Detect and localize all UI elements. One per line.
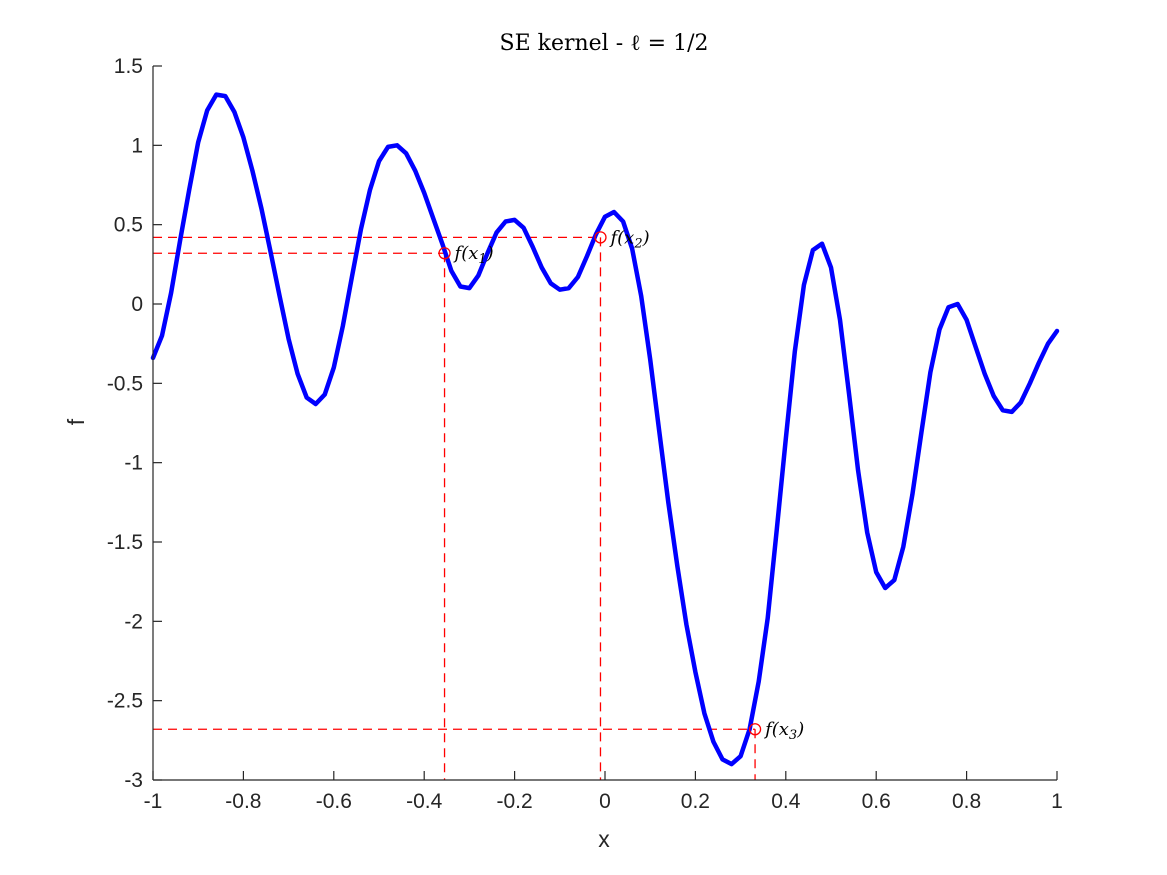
y-tick-label: 0 (131, 293, 143, 316)
point-annotation: f(x2) (608, 227, 649, 251)
x-tick-label: 0.6 (862, 790, 891, 813)
x-tick-label: 0 (599, 790, 611, 813)
guide-lines (153, 236, 756, 780)
y-tick-label: -1.5 (107, 531, 143, 554)
x-tick-label: -1 (144, 790, 163, 813)
x-tick-label: 1 (1051, 790, 1063, 813)
x-axis-label: x (598, 826, 610, 852)
x-tick-label: -0.4 (406, 790, 443, 813)
x-tick-label: -0.2 (497, 790, 533, 813)
data-marker (438, 247, 451, 260)
point-annotation: f(x3) (763, 719, 804, 743)
y-tick-label: -0.5 (107, 372, 143, 395)
series-line (150, 92, 1060, 767)
x-tick-label: 0.4 (771, 790, 801, 813)
series-layer (150, 92, 1060, 767)
y-tick-labels: -3 -2.5 -2 -1.5 -1 -0.5 0 0.5 1 1.5 (107, 55, 143, 792)
marker-layer: f(x1) f(x2) f(x3) (438, 227, 804, 743)
y-tick-label: 1 (131, 134, 143, 157)
y-axis-label: f (63, 418, 89, 425)
data-marker (748, 723, 762, 736)
axes (152, 65, 1058, 781)
y-tick-label: 1.5 (114, 55, 143, 78)
x-tick-label: 0.8 (952, 790, 981, 813)
y-tick-label: -2 (124, 610, 143, 633)
chart-title: SE kernel - ℓ = 1/2 (500, 31, 709, 56)
y-tick-label: -3 (124, 769, 143, 792)
y-tick-label: -2.5 (107, 690, 143, 713)
data-marker (594, 231, 607, 244)
x-tick-labels: -1 -0.8 -0.6 -0.4 -0.2 0 0.2 0.4 0.6 0.8 1 (144, 790, 1063, 813)
point-annotation: f(x1) (453, 243, 494, 267)
x-tick-label: -0.6 (316, 790, 352, 813)
x-tick-label: -0.8 (225, 790, 261, 813)
y-tick-label: 0.5 (114, 214, 143, 237)
x-tick-label: 0.2 (681, 790, 710, 813)
y-tick-label: -1 (124, 452, 143, 475)
